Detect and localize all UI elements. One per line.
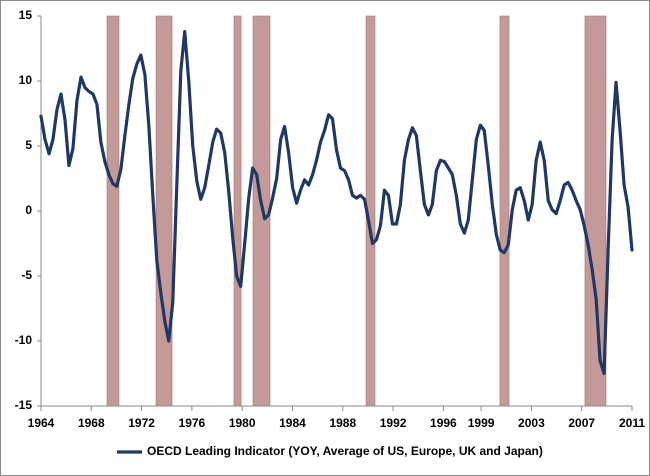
shaded-period: [155, 15, 173, 407]
y-tick-label: -5: [21, 268, 32, 282]
x-tick-label: 2007: [568, 416, 595, 430]
y-tick-label: 5: [25, 138, 32, 152]
shaded-period: [106, 15, 120, 407]
y-tick-label: 15: [19, 8, 33, 22]
x-tick-label: 1964: [28, 416, 55, 430]
shaded-period: [233, 15, 242, 407]
shaded-period: [584, 15, 607, 407]
x-tick-label: 1988: [329, 416, 356, 430]
x-tick-label: 1968: [78, 416, 105, 430]
y-tick-label: 0: [25, 203, 32, 217]
x-tick-label: 1972: [128, 416, 155, 430]
x-tick-label: 1976: [179, 416, 206, 430]
x-tick-label: 1996: [430, 416, 457, 430]
x-tick-label: 1999: [468, 416, 495, 430]
x-tick-label: 1992: [380, 416, 407, 430]
shaded-period: [499, 15, 510, 407]
x-tick-label: 1984: [279, 416, 306, 430]
x-tick-label: 2003: [518, 416, 545, 430]
legend-label: OECD Leading Indicator (YOY, Average of …: [147, 444, 543, 458]
series-line: [39, 30, 634, 376]
y-tick-label: -15: [15, 398, 33, 412]
y-tick-label: 10: [19, 73, 33, 87]
y-tick-label: -10: [15, 333, 33, 347]
x-tick-label: 2011: [619, 416, 645, 430]
x-tick-label: 1980: [229, 416, 256, 430]
